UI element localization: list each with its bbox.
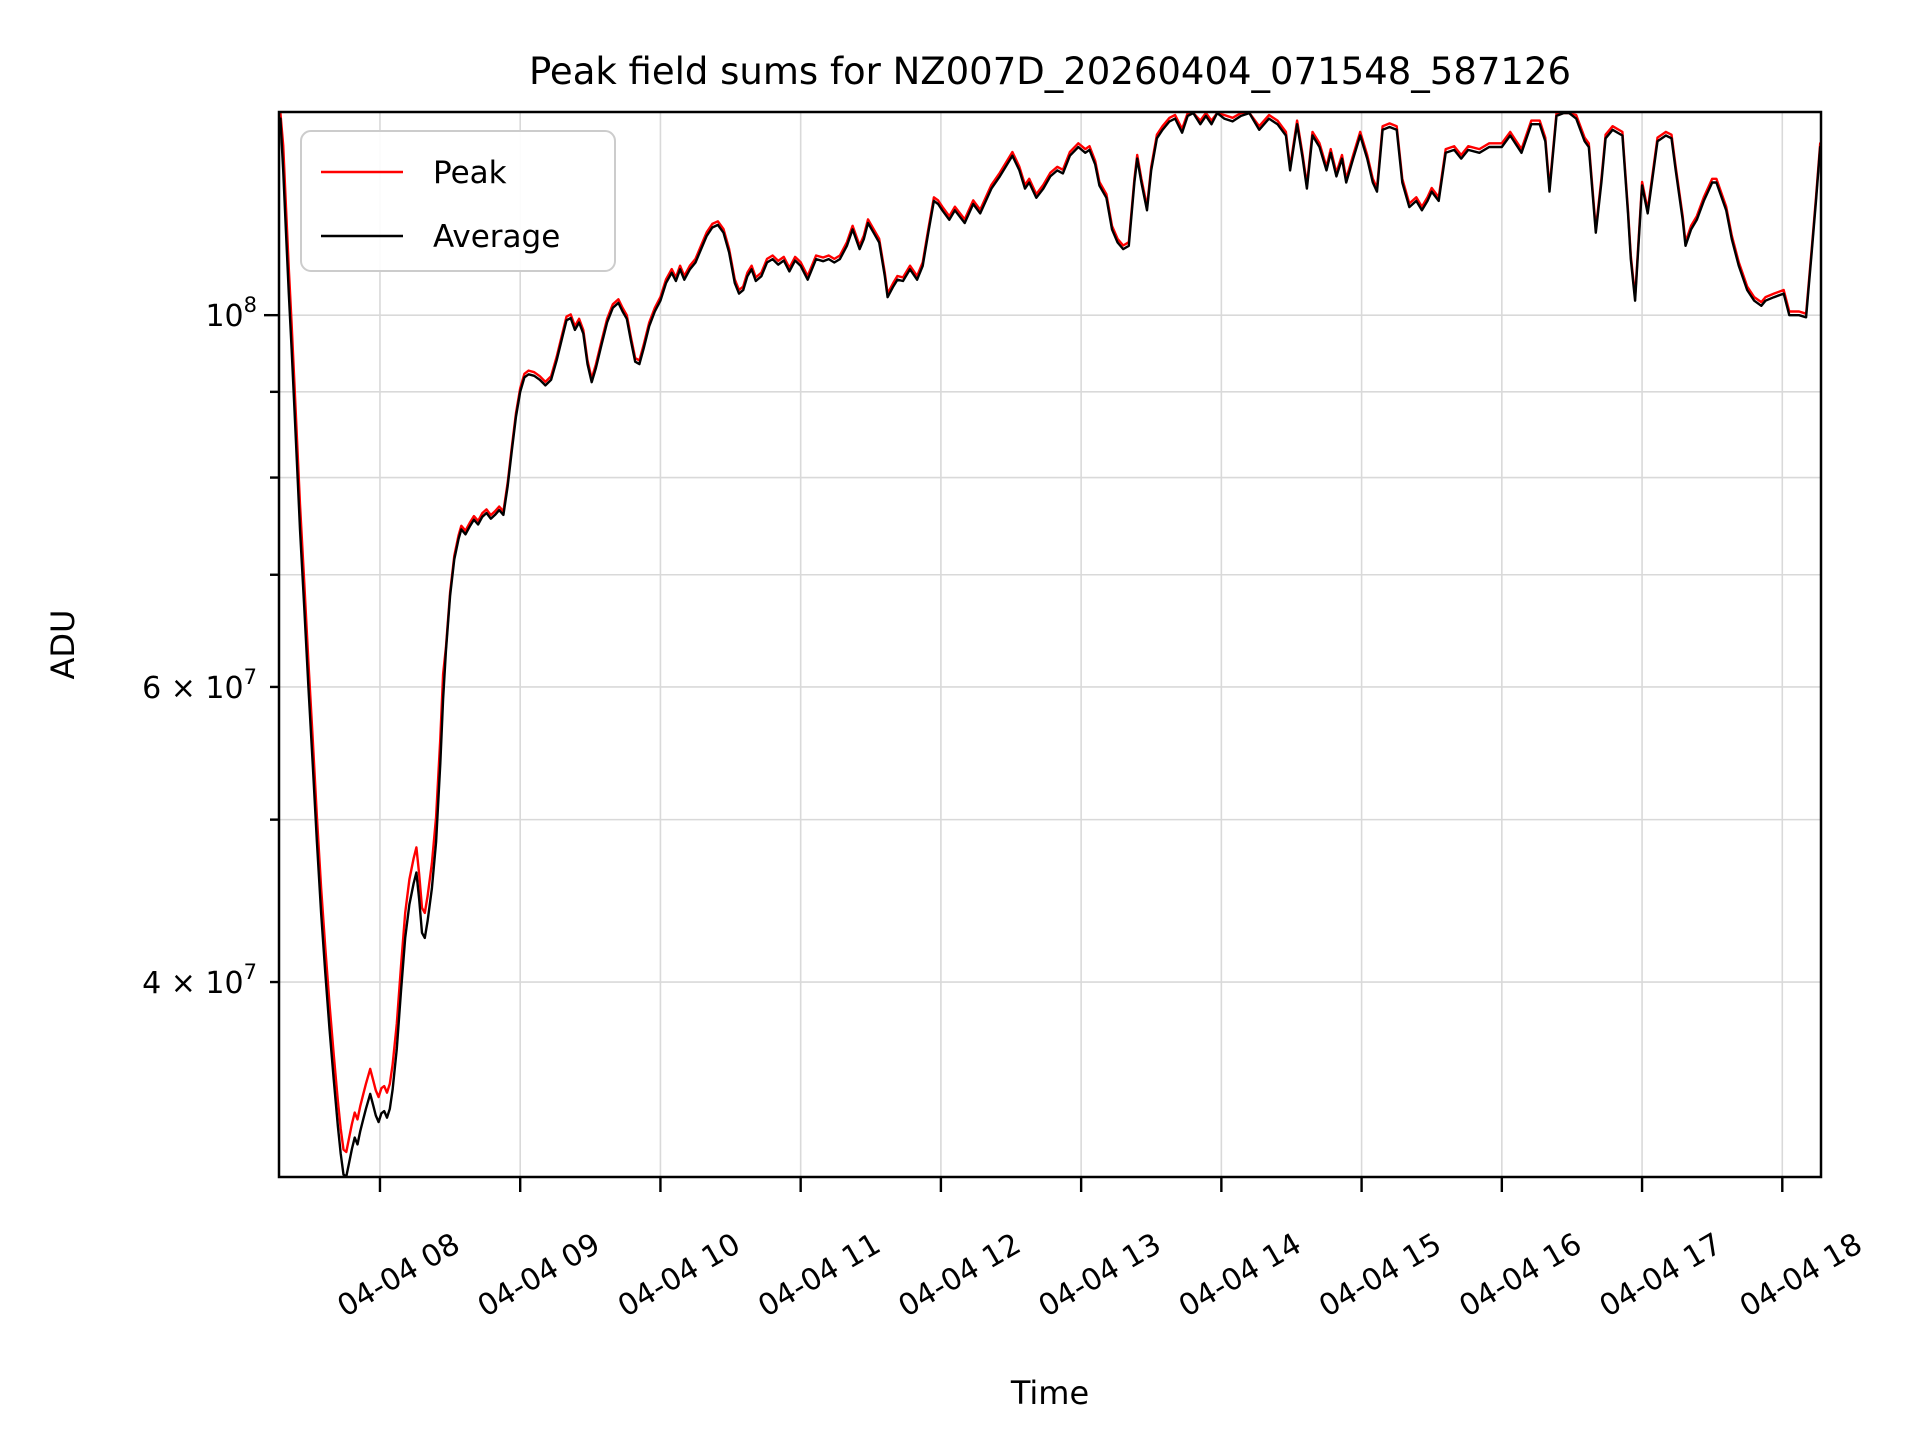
x-tick-label: 04-04 13	[1033, 1227, 1167, 1325]
legend-label-peak: Peak	[433, 155, 507, 191]
x-tick-label: 04-04 15	[1313, 1227, 1447, 1325]
y-tick-label: 108	[205, 293, 257, 334]
x-tick-label: 04-04 12	[893, 1227, 1027, 1325]
y-tick-label: 6 × 107	[142, 665, 257, 706]
x-tick-label: 04-04 16	[1454, 1227, 1588, 1325]
x-tick-label: 04-04 11	[752, 1227, 886, 1325]
legend-label-average: Average	[433, 219, 560, 255]
y-axis-label: ADU	[44, 610, 82, 680]
y-tick-label: 4 × 107	[142, 960, 257, 1001]
x-tick-label: 04-04 08	[332, 1227, 466, 1325]
average-series-line	[279, 111, 1822, 1178]
axes-spines	[277, 110, 1823, 1179]
x-tick-label: 04-04 10	[612, 1227, 746, 1325]
tick-marks	[264, 313, 1784, 1192]
x-axis-label: Time	[1010, 1374, 1089, 1412]
x-tick-label: 04-04 17	[1594, 1227, 1728, 1325]
legend: Peak Average	[300, 130, 616, 272]
peak-series-line	[279, 111, 1822, 1154]
x-tick-label: 04-04 18	[1734, 1227, 1868, 1325]
x-tick-label: 04-04 14	[1173, 1227, 1307, 1325]
x-tick-label: 04-04 09	[472, 1227, 606, 1325]
chart-title: Peak field sums for NZ007D_20260404_0715…	[529, 50, 1571, 93]
